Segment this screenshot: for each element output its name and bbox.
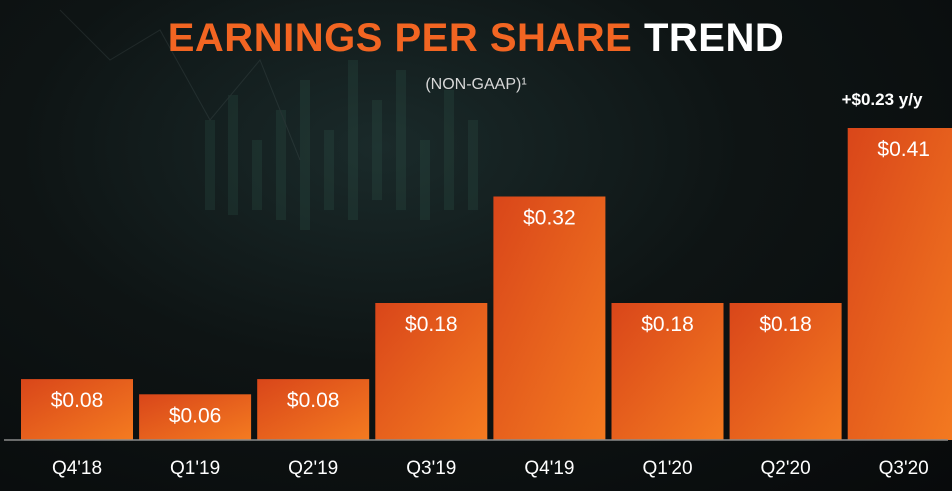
x-tick-label: Q2'19 (288, 458, 338, 479)
title-part-earnings: EARNINGS PER SHARE (167, 16, 644, 60)
bar-3 (375, 303, 488, 440)
bar-value-label: $0.41 (877, 138, 930, 161)
x-tick-label: Q1'19 (170, 458, 220, 479)
bar-value-label: $0.18 (759, 313, 812, 336)
category-labels: Q4'18 Q1'19 Q2'19 Q3'19 Q4'19 Q1'20 Q2'20 Q3'20 (52, 458, 929, 479)
x-tick-label: Q4'19 (524, 458, 574, 479)
bar-1 (139, 394, 252, 440)
bar-2 (257, 379, 370, 440)
x-tick-label: Q3'20 (879, 458, 929, 479)
bars-layer: $0.08 $0.06 $0.08 $0.18 $0.32 $0.18 $0.18 $0.41 (21, 128, 952, 440)
bar-7 (847, 128, 952, 440)
x-tick-label: Q3'19 (406, 458, 456, 479)
bar-value-label: $0.32 (523, 207, 576, 230)
bar-4 (493, 196, 606, 440)
x-tick-label: Q1'20 (642, 458, 692, 479)
bar-5 (611, 303, 724, 440)
bar-value-label: $0.08 (287, 389, 340, 412)
chart-subtitle: (NON-GAAP)¹ (425, 76, 527, 93)
bar-value-label: $0.06 (169, 404, 222, 427)
bar-6 (729, 303, 842, 440)
title-part-trend: TREND (643, 16, 785, 60)
bar-value-label: $0.18 (641, 313, 694, 336)
x-tick-label: Q2'20 (761, 458, 811, 479)
x-tick-label: Q4'18 (52, 458, 102, 479)
bar-value-label: $0.08 (51, 389, 104, 412)
chart-title: EARNINGS PER SHARE TREND (0, 16, 952, 61)
bar-0 (21, 379, 133, 440)
yoy-annotation: +$0.23 y/y (841, 90, 923, 109)
bar-value-label: $0.18 (405, 313, 458, 336)
